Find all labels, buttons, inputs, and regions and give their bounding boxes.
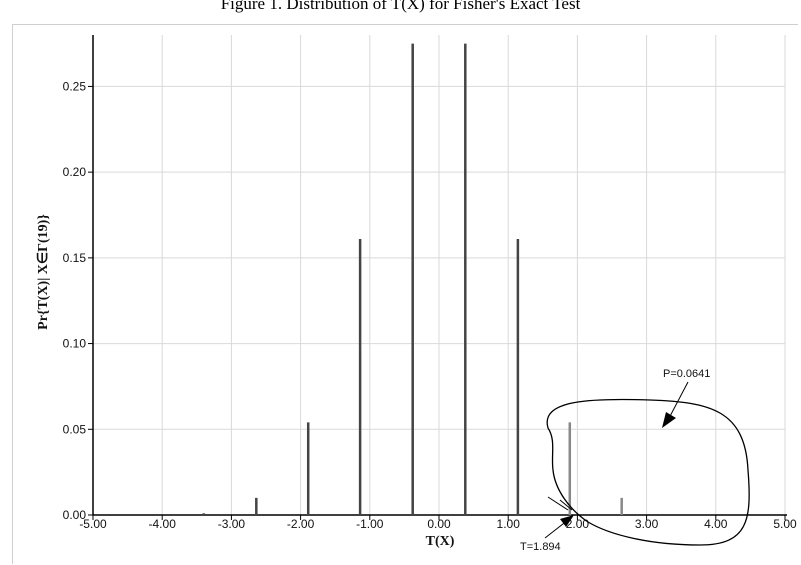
label-layer: -5.00 -4.00 -3.00 -2.00 -1.00 0.00 1.00 2.00 3.0… [36,79,797,549]
bar-layer [202,43,623,515]
x-tick-label: -3.00 [218,517,246,531]
p-value-label: P=0.0641 [663,368,710,380]
x-tick-label: 4.00 [704,517,728,531]
t-value-label: T=1.894 [520,541,561,553]
y-tick-label: 0.25 [63,79,87,93]
y-tick-label: 0.10 [63,337,87,351]
grid-layer [93,35,786,515]
x-tick-label: -1.00 [356,517,384,531]
t-tick-marks [547,496,573,511]
x-tick-label: -2.00 [287,517,315,531]
x-tick-label: 5.00 [773,517,797,531]
t-arrow-head [560,515,574,527]
axis-layer [88,35,787,520]
tail-circle [546,398,750,546]
p-arrow-head [662,412,676,428]
page-title: Figure 1. Distribution of T(X) for Fishe… [220,0,581,13]
x-tick-label: 3.00 [635,517,659,531]
x-tick-label: 2.00 [566,517,590,531]
p-arrow-line [667,381,689,421]
x-tick-label: -5.00 [79,517,107,531]
x-tick-label: 1.00 [497,517,521,531]
x-axis-title: T(X) [426,534,455,549]
y-tick-label: 0.05 [63,422,87,436]
y-axis-title: Pr{T(X)| X∈Γ(19)} [36,214,51,330]
y-tick-label: 0.20 [63,165,87,179]
plot-frame [12,24,798,564]
annotation-layer: P=0.0641 T=1.894 [520,368,750,553]
y-tick-label: 0.00 [63,508,87,522]
y-tick-label: 0.15 [63,251,87,265]
x-tick-label: -4.00 [149,517,177,531]
x-tick-label: 0.00 [427,517,451,531]
